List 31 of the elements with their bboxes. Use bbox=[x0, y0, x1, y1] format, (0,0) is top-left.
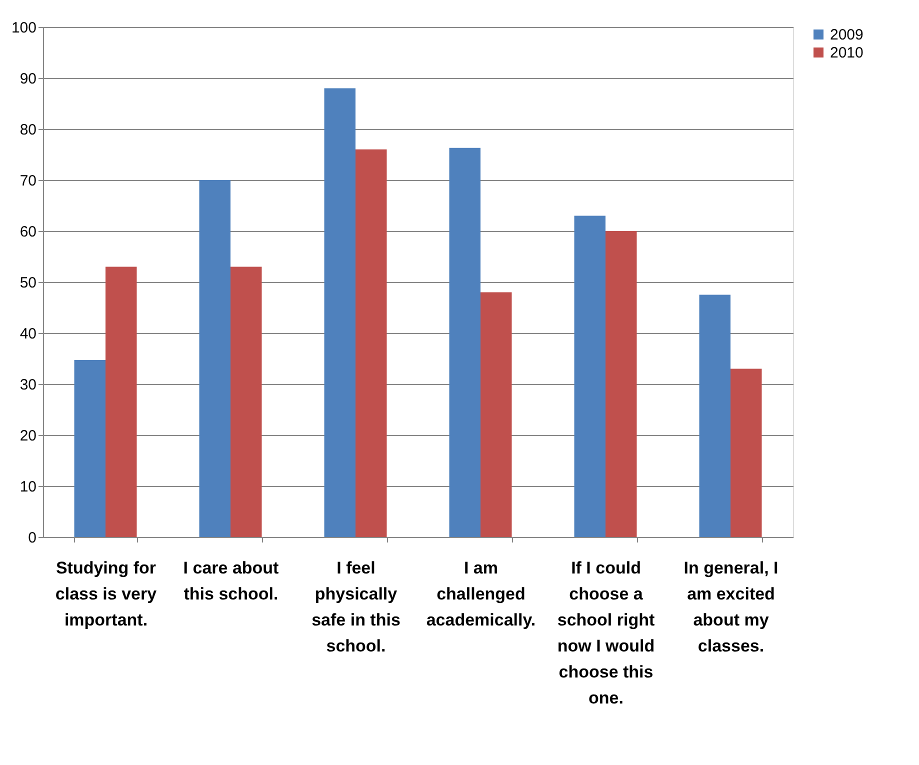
y-tick-label: 70 bbox=[20, 172, 36, 190]
y-tick-label: 0 bbox=[28, 530, 36, 546]
bar bbox=[324, 88, 356, 537]
bar bbox=[730, 368, 762, 537]
y-tick-label: 100 bbox=[11, 20, 36, 36]
x-tick-label: I care about this school. bbox=[183, 558, 280, 604]
bar bbox=[230, 266, 262, 537]
legend-label: 2010 bbox=[830, 44, 864, 62]
y-tick-label: 30 bbox=[20, 376, 36, 394]
bar bbox=[480, 292, 512, 537]
bar bbox=[699, 294, 730, 537]
bar bbox=[74, 360, 106, 537]
y-tick-label: 40 bbox=[20, 326, 36, 342]
bar bbox=[356, 149, 387, 537]
x-tick-label: Studying for class is very important. bbox=[55, 558, 158, 630]
x-tick-label: In general, I am excited about my classes. bbox=[684, 558, 778, 656]
y-tick-label: 10 bbox=[20, 478, 36, 496]
y-tick-label: 80 bbox=[20, 122, 36, 138]
y-tick-label: 20 bbox=[20, 428, 36, 444]
bar bbox=[449, 148, 480, 537]
x-tick-label: If I could choose a school right now I would choose this one. bbox=[557, 558, 655, 708]
y-tick-label: 50 bbox=[20, 274, 36, 292]
x-tick-label: I feel physically safe in this school. bbox=[312, 558, 400, 656]
legend-label: 2009 bbox=[830, 26, 864, 44]
y-tick-label: 90 bbox=[20, 70, 36, 88]
bar bbox=[606, 231, 637, 537]
y-tick-label: 60 bbox=[20, 224, 36, 240]
bar bbox=[106, 266, 137, 537]
bar bbox=[574, 216, 606, 537]
x-tick-label: I am challenged academically. bbox=[426, 558, 536, 630]
bar bbox=[199, 180, 230, 537]
